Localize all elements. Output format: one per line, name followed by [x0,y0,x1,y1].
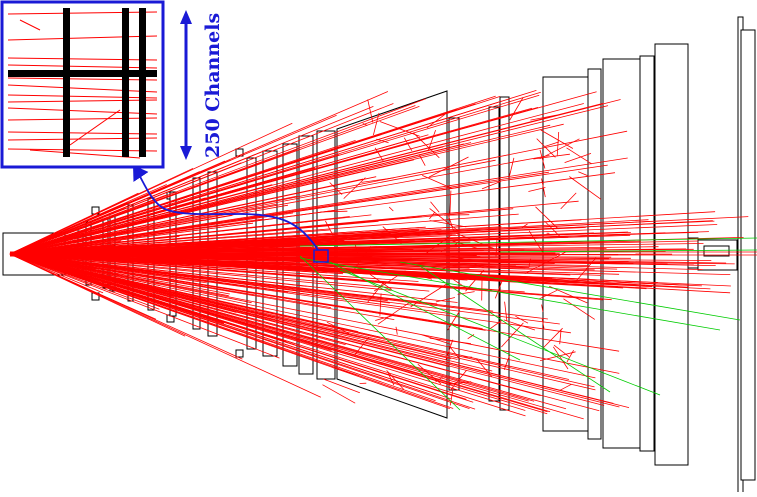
track-segment [444,215,469,216]
inset-zoom-panel [2,2,163,167]
track-segment [323,385,356,404]
track-segment [468,335,474,339]
channel-count-label: 250 Channels [202,13,224,158]
channel-scale-arrow [180,10,192,160]
track-segment [522,224,528,228]
track-segment [510,158,514,176]
